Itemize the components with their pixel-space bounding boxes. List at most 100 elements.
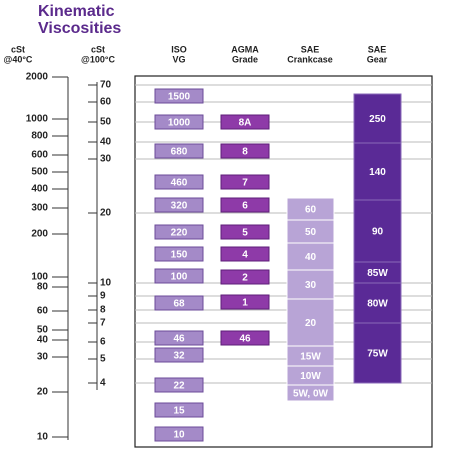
grade-box <box>286 242 335 271</box>
grade-label: 250 <box>369 114 386 125</box>
grade-label: 460 <box>171 178 188 189</box>
tick-label: 800 <box>31 131 48 142</box>
grade-box <box>154 347 204 363</box>
grade-label: 50 <box>305 227 317 238</box>
grade-box <box>154 143 204 159</box>
grade-box <box>154 224 204 240</box>
tick-label: 10 <box>37 432 49 443</box>
grade-box <box>220 114 270 130</box>
grade-label: 100 <box>171 272 188 283</box>
column-header: VG <box>172 54 185 64</box>
tick-label: 4 <box>100 378 106 389</box>
grade-box <box>220 224 270 240</box>
grade-label: 1 <box>242 298 248 309</box>
grade-label: 1500 <box>168 92 191 103</box>
grade-box <box>154 246 204 262</box>
column-header: Grade <box>232 54 258 64</box>
grade-box <box>353 322 402 384</box>
grade-label: 680 <box>171 147 188 158</box>
grade-box <box>286 384 335 402</box>
tick-label: 5 <box>100 354 106 365</box>
grade-label: 320 <box>171 201 188 212</box>
grade-box <box>154 426 204 442</box>
grade-label: 32 <box>173 351 185 362</box>
tick-label: 600 <box>31 150 48 161</box>
grade-label: 150 <box>171 250 188 261</box>
title: Kinematic <box>38 3 115 20</box>
grade-box <box>154 377 204 393</box>
tick-label: 40 <box>37 335 49 346</box>
tick-label: 9 <box>100 291 106 302</box>
grade-label: 4 <box>242 250 248 261</box>
tick-label: 10 <box>100 278 112 289</box>
grade-label: 7 <box>242 178 248 189</box>
column-header: Gear <box>367 54 388 64</box>
tick-label: 50 <box>100 117 112 128</box>
grade-label: 22 <box>173 381 185 392</box>
tick-label: 500 <box>31 167 48 178</box>
grade-box <box>154 295 204 311</box>
grade-label: 2 <box>242 273 248 284</box>
tick-label: 30 <box>100 154 112 165</box>
grade-label: 80W <box>367 299 388 310</box>
tick-label: 200 <box>31 229 48 240</box>
tick-label: 2000 <box>26 72 49 83</box>
grade-label: 10 <box>173 430 185 441</box>
frame <box>134 75 433 448</box>
tick-label: 8 <box>100 305 106 316</box>
grade-label: 60 <box>305 205 317 216</box>
grade-box <box>353 199 402 263</box>
tick-label: 60 <box>100 97 112 108</box>
grade-label: 10W <box>300 371 321 382</box>
grade-box <box>220 294 270 310</box>
grade-box <box>220 269 270 285</box>
grade-box <box>220 174 270 190</box>
grade-box <box>154 174 204 190</box>
column-header: @40°C <box>4 54 33 64</box>
grade-label: 8A <box>239 118 252 129</box>
column-header: cSt <box>11 44 25 54</box>
tick-label: 30 <box>37 352 49 363</box>
tick-label: 20 <box>37 387 49 398</box>
grade-box <box>220 330 270 346</box>
title: Viscosities <box>38 20 121 37</box>
grade-label: 85W <box>367 268 388 279</box>
grade-label: 46 <box>239 334 251 345</box>
grade-label: 68 <box>173 299 185 310</box>
grade-box <box>154 330 204 346</box>
tick-label: 6 <box>100 337 106 348</box>
column-header: ISO <box>171 44 187 54</box>
grade-label: 15W <box>300 352 321 363</box>
grade-label: 30 <box>305 280 317 291</box>
grade-box <box>154 268 204 284</box>
tick-label: 60 <box>37 306 49 317</box>
grade-box <box>220 197 270 213</box>
tick-label: 300 <box>31 203 48 214</box>
column-header: Crankcase <box>287 54 333 64</box>
grade-box <box>154 88 204 104</box>
grade-label: 140 <box>369 167 386 178</box>
grade-label: 15 <box>173 406 185 417</box>
grade-label: 46 <box>173 334 185 345</box>
grade-label: 220 <box>171 228 188 239</box>
grade-box <box>154 402 204 418</box>
grade-label: 6 <box>242 201 248 212</box>
column-header: cSt <box>91 44 105 54</box>
grade-box <box>154 197 204 213</box>
tick-label: 100 <box>31 272 48 283</box>
tick-label: 40 <box>100 137 112 148</box>
grade-label: 75W <box>367 349 388 360</box>
tick-label: 400 <box>31 184 48 195</box>
grade-box <box>220 143 270 159</box>
tick-label: 50 <box>37 325 49 336</box>
grade-box <box>220 246 270 262</box>
tick-label: 20 <box>100 208 112 219</box>
grade-label: 40 <box>305 252 317 263</box>
tick-label: 70 <box>100 80 112 91</box>
grade-label: 5 <box>242 228 248 239</box>
grade-box <box>154 114 204 130</box>
tick-label: 7 <box>100 318 106 329</box>
tick-label: 1000 <box>26 114 49 125</box>
grade-label: 20 <box>305 318 317 329</box>
